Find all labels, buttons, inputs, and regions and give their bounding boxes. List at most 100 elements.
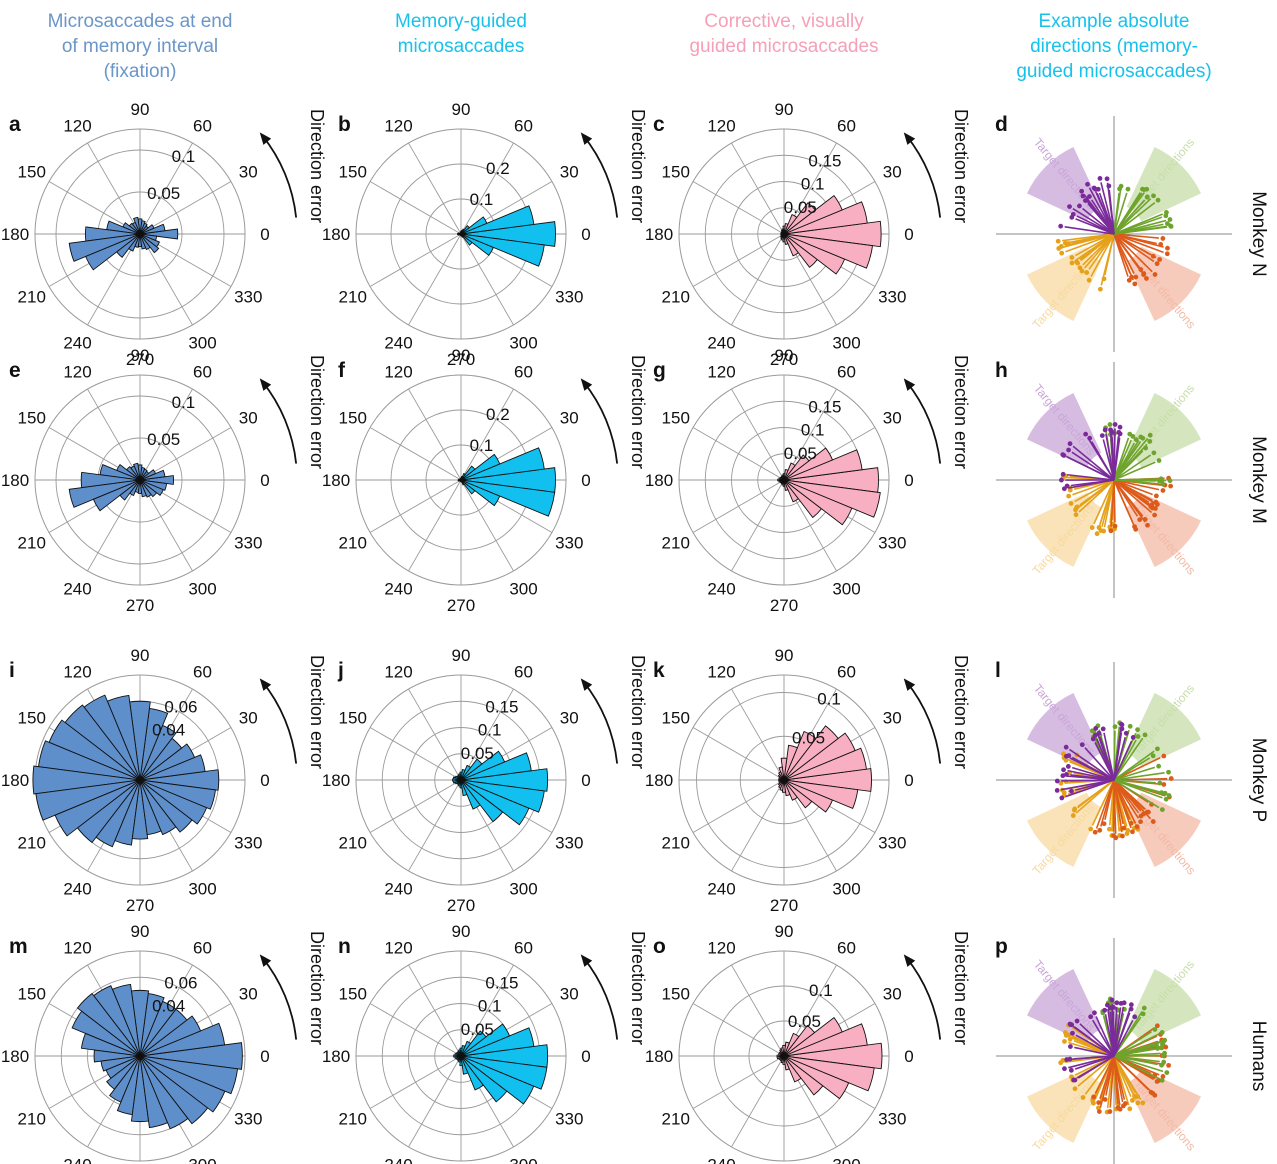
direction-arrowhead	[1151, 193, 1156, 199]
direction-arrowhead	[1080, 1095, 1086, 1100]
angle-label-270: 270	[770, 896, 798, 915]
direction-arrowhead	[1099, 433, 1105, 439]
histogram-bar-345	[783, 479, 881, 518]
angle-label-90: 90	[775, 100, 794, 119]
direction-arrow	[1113, 779, 1163, 799]
direction-arrow	[1113, 226, 1168, 235]
direction-arrow	[1113, 1030, 1152, 1057]
polar-spoke	[460, 233, 514, 326]
angle-label-300: 300	[509, 333, 537, 352]
polar-spoke	[408, 688, 462, 781]
angle-label-0: 0	[260, 1047, 269, 1066]
direction-arrow	[1075, 1034, 1115, 1057]
histogram-bar-15	[460, 752, 532, 781]
direction-arrow	[1072, 445, 1115, 481]
angle-label-270: 270	[126, 596, 154, 615]
direction-arrow	[1068, 1055, 1115, 1069]
histogram-bar-225	[76, 779, 141, 844]
direction-arrow	[1061, 779, 1115, 782]
direction-arrowhead	[1066, 241, 1071, 246]
direction-arrowhead	[1061, 767, 1066, 773]
direction-arrowhead	[1137, 517, 1143, 523]
angle-label-240: 240	[63, 333, 91, 352]
direction-arrowhead	[1073, 512, 1079, 518]
direction-arrowhead	[1090, 1098, 1096, 1104]
histogram-bar-210	[92, 479, 141, 512]
column-title-3-line-2: guided microsaccades	[689, 36, 878, 57]
direction-arrowhead	[1154, 1023, 1160, 1029]
histogram-bar-345	[460, 479, 556, 517]
panel-n: n0.050.10.150306090120150180210240270300…	[322, 922, 648, 1164]
direction-arrowhead	[1093, 726, 1099, 731]
polar-spoke	[692, 233, 785, 287]
direction-arrow	[1113, 202, 1156, 235]
angle-label-60: 60	[514, 117, 533, 136]
direction-error-arrow	[905, 956, 942, 1040]
angle-label-60: 60	[193, 663, 212, 682]
direction-arrow	[1113, 192, 1128, 235]
histogram-bar-30	[139, 1015, 202, 1057]
direction-arrowhead	[1102, 1007, 1108, 1013]
angle-label-180: 180	[322, 225, 350, 244]
angle-label-240: 240	[707, 879, 735, 898]
angle-label-60: 60	[837, 363, 856, 382]
direction-arrowhead	[1132, 281, 1138, 287]
histogram-bar-255	[134, 233, 141, 248]
histogram-bar-0	[139, 228, 179, 240]
histogram-bar-345	[139, 779, 216, 810]
histogram-bar-0	[139, 769, 220, 791]
direction-arrowhead	[1117, 186, 1122, 192]
direction-arrowhead	[1152, 272, 1158, 277]
angle-label-150: 150	[339, 163, 367, 182]
target-wedge	[1026, 692, 1102, 768]
direction-arrowhead	[1061, 486, 1067, 492]
direction-error-arrowhead	[259, 678, 272, 691]
direction-arrowhead	[1167, 478, 1173, 484]
angle-label-90: 90	[452, 922, 471, 941]
direction-arrowhead	[1141, 271, 1147, 276]
direction-arrowhead	[1164, 251, 1170, 257]
direction-arrowhead	[1145, 522, 1150, 528]
direction-arrowhead	[1161, 1059, 1167, 1065]
direction-arrowhead	[1114, 1000, 1120, 1006]
angle-label-60: 60	[514, 363, 533, 382]
direction-arrow	[1093, 479, 1115, 525]
direction-arrow	[1100, 182, 1115, 235]
polar-spoke	[408, 779, 462, 872]
histogram-bar-15	[783, 449, 863, 481]
direction-arrow	[1095, 1016, 1115, 1057]
direction-arrowhead	[1130, 829, 1135, 835]
direction-arrow	[1113, 1033, 1159, 1057]
direction-arrow	[1113, 479, 1155, 504]
polar-spoke	[139, 427, 232, 481]
angle-label-240: 240	[384, 333, 412, 352]
polar-spoke	[408, 388, 462, 481]
direction-arrow	[1113, 737, 1144, 781]
angle-label-210: 210	[662, 834, 690, 853]
direction-arrowhead	[1140, 1100, 1146, 1106]
angle-label-150: 150	[662, 985, 690, 1004]
direction-arrowhead	[1092, 829, 1098, 835]
row-label-2: Monkey M	[1248, 436, 1269, 524]
angle-label-330: 330	[555, 534, 583, 553]
polar-spoke	[369, 779, 462, 833]
direction-arrowhead	[1085, 181, 1090, 187]
direction-arrow	[1113, 461, 1156, 481]
angle-label-120: 120	[63, 363, 91, 382]
direction-arrow	[1082, 207, 1115, 235]
direction-arrow	[1113, 1055, 1159, 1080]
angle-label-300: 300	[188, 333, 216, 352]
polar-spoke	[408, 964, 462, 1057]
direction-arrow	[1109, 1055, 1115, 1108]
direction-arrowhead	[1151, 450, 1157, 456]
angle-label-210: 210	[18, 534, 46, 553]
direction-arrow	[1113, 454, 1152, 481]
histogram-bar-45	[783, 725, 839, 781]
angle-label-180: 180	[1, 771, 29, 790]
direction-arrow	[1077, 1055, 1115, 1087]
angle-label-60: 60	[514, 663, 533, 682]
histogram-bar-30	[783, 1017, 843, 1057]
direction-arrowhead	[1147, 438, 1153, 444]
angle-label-90: 90	[131, 346, 150, 365]
direction-arrow	[1113, 779, 1160, 809]
